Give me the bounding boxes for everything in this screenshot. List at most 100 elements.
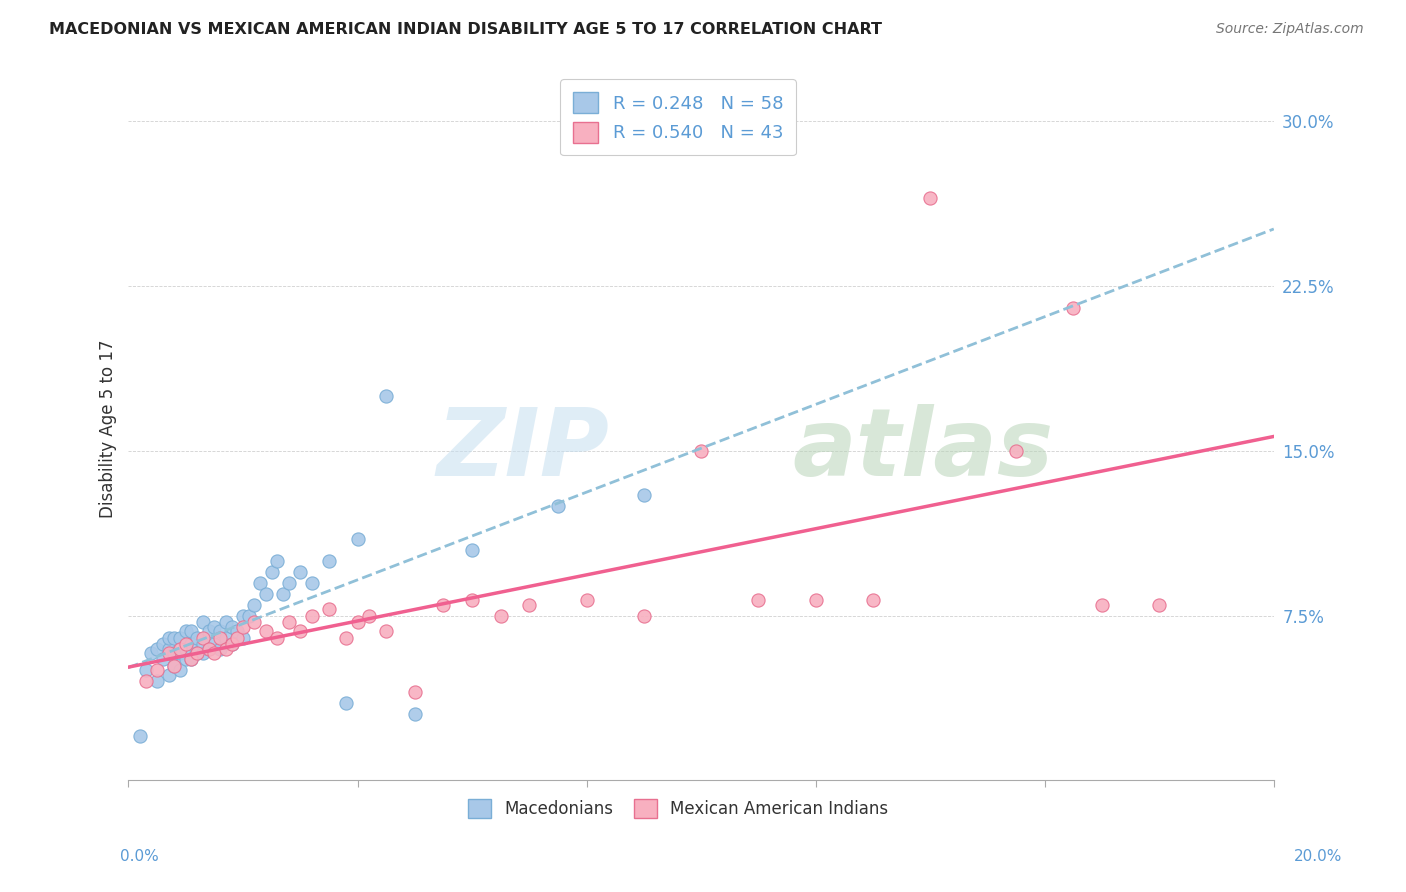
Point xyxy=(129,730,152,744)
Point xyxy=(301,608,323,623)
Point xyxy=(186,646,208,660)
Point xyxy=(221,619,243,633)
Point xyxy=(357,608,380,623)
Point xyxy=(461,542,484,557)
Point xyxy=(180,652,202,666)
Point xyxy=(202,619,225,633)
Point xyxy=(335,697,357,711)
Point xyxy=(135,674,157,689)
Point xyxy=(290,624,312,638)
Point xyxy=(215,641,238,656)
Point xyxy=(266,631,288,645)
Point xyxy=(232,619,254,633)
Point xyxy=(271,586,294,600)
Point xyxy=(221,637,243,651)
Point xyxy=(226,631,249,645)
Point xyxy=(215,615,238,629)
Point xyxy=(197,624,219,638)
Point xyxy=(191,646,214,660)
Point xyxy=(277,615,299,629)
Point xyxy=(1005,443,1028,458)
Point xyxy=(209,631,232,645)
Point xyxy=(146,674,169,689)
Text: ZIP: ZIP xyxy=(437,404,610,496)
Point xyxy=(180,624,202,638)
Point xyxy=(1091,598,1114,612)
Point xyxy=(197,641,219,656)
Point xyxy=(221,637,243,651)
Point xyxy=(243,615,266,629)
Point xyxy=(186,646,208,660)
Point xyxy=(197,641,219,656)
Point xyxy=(633,488,655,502)
Point xyxy=(346,532,368,546)
Point xyxy=(747,593,769,607)
Point xyxy=(157,631,180,645)
Point xyxy=(174,641,197,656)
Point xyxy=(163,659,186,673)
Point xyxy=(174,652,197,666)
Point xyxy=(169,641,191,656)
Point xyxy=(432,598,454,612)
Point xyxy=(157,646,180,660)
Point xyxy=(346,615,368,629)
Text: MACEDONIAN VS MEXICAN AMERICAN INDIAN DISABILITY AGE 5 TO 17 CORRELATION CHART: MACEDONIAN VS MEXICAN AMERICAN INDIAN DI… xyxy=(49,22,882,37)
Point xyxy=(202,637,225,651)
Point xyxy=(804,593,827,607)
Point xyxy=(1062,301,1084,315)
Point xyxy=(215,631,238,645)
Point xyxy=(209,624,232,638)
Point xyxy=(232,631,254,645)
Point xyxy=(243,598,266,612)
Legend: Macedonians, Mexican American Indians: Macedonians, Mexican American Indians xyxy=(461,792,896,825)
Point xyxy=(260,565,283,579)
Point xyxy=(169,631,191,645)
Point xyxy=(209,641,232,656)
Point xyxy=(174,637,197,651)
Point xyxy=(152,637,174,651)
Point xyxy=(335,631,357,645)
Point xyxy=(375,624,398,638)
Point xyxy=(163,631,186,645)
Point xyxy=(169,664,191,678)
Point xyxy=(301,575,323,590)
Point xyxy=(404,685,426,699)
Point xyxy=(318,602,340,616)
Point xyxy=(191,615,214,629)
Point xyxy=(249,575,271,590)
Point xyxy=(290,565,312,579)
Point xyxy=(141,646,163,660)
Point xyxy=(163,646,186,660)
Point xyxy=(690,443,713,458)
Text: 20.0%: 20.0% xyxy=(1295,849,1343,864)
Point xyxy=(633,608,655,623)
Point xyxy=(375,389,398,403)
Point xyxy=(174,624,197,638)
Point xyxy=(180,652,202,666)
Point xyxy=(135,664,157,678)
Point xyxy=(191,631,214,645)
Point xyxy=(517,598,540,612)
Point xyxy=(318,554,340,568)
Point xyxy=(238,608,260,623)
Point xyxy=(1149,598,1171,612)
Point xyxy=(226,624,249,638)
Point xyxy=(862,593,884,607)
Text: atlas: atlas xyxy=(793,404,1054,496)
Point xyxy=(254,624,277,638)
Point xyxy=(152,652,174,666)
Point xyxy=(575,593,598,607)
Text: Source: ZipAtlas.com: Source: ZipAtlas.com xyxy=(1216,22,1364,37)
Point xyxy=(266,554,288,568)
Y-axis label: Disability Age 5 to 17: Disability Age 5 to 17 xyxy=(100,340,117,518)
Point xyxy=(547,499,569,513)
Point xyxy=(232,608,254,623)
Point xyxy=(277,575,299,590)
Point xyxy=(157,641,180,656)
Point xyxy=(146,641,169,656)
Point xyxy=(489,608,512,623)
Point xyxy=(404,707,426,722)
Point xyxy=(920,191,942,205)
Point xyxy=(163,659,186,673)
Point xyxy=(180,637,202,651)
